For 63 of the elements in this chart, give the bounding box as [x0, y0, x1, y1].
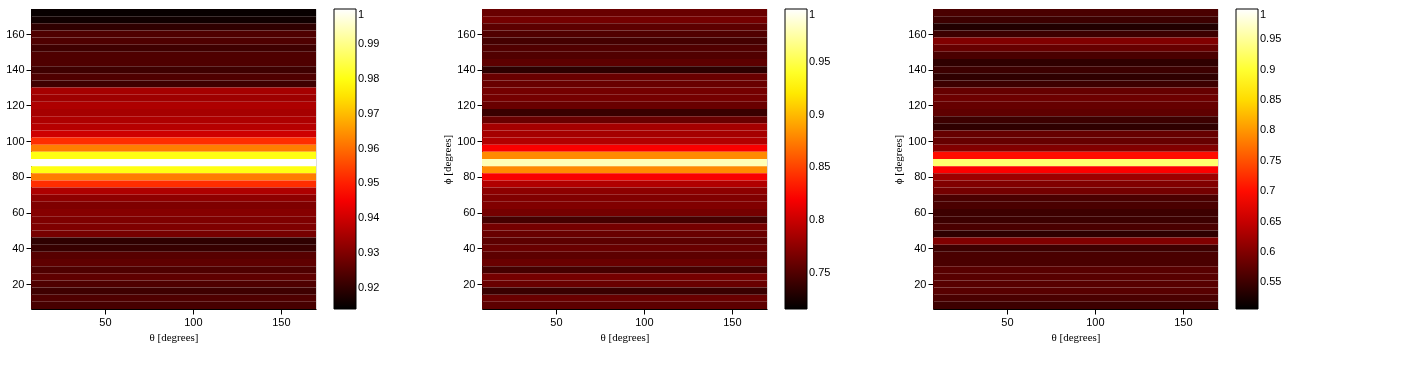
y-tick-label: 40 — [12, 241, 25, 254]
color-bar-label: 1 — [809, 8, 816, 20]
y-tick-label: 60 — [12, 206, 25, 219]
y-tick-label: 160 — [457, 27, 476, 40]
color-bar-label: 1 — [1260, 8, 1267, 20]
y-tick-label: 40 — [914, 241, 927, 254]
color-bar-label: 0.6 — [1260, 244, 1276, 257]
color-bar-label: 0.75 — [809, 266, 831, 279]
x-axis-title: θ [degrees] — [600, 330, 650, 343]
color-bar-label: 0.9 — [1260, 62, 1276, 75]
color-bar-label: 0.95 — [809, 54, 831, 67]
y-tick-label: 80 — [12, 170, 25, 183]
color-bar-label: 0.8 — [1260, 123, 1276, 136]
x-tick-label: 100 — [1086, 315, 1105, 328]
color-bar-label: 0.96 — [358, 141, 380, 154]
color-bar-label: 0.95 — [358, 176, 380, 189]
color-bar-label: 0.65 — [1260, 214, 1282, 227]
x-tick-label: 100 — [184, 315, 203, 328]
y-tick-label: 80 — [463, 170, 476, 183]
y-tick-label: 100 — [6, 134, 25, 147]
color-bar-label: 0.98 — [358, 71, 380, 84]
y-tick-label: 100 — [457, 134, 476, 147]
color-bar-label: 0.99 — [358, 36, 380, 49]
color-bar-label: 1 — [358, 8, 365, 20]
color-bar-label: 0.8 — [809, 213, 825, 226]
x-tick-label: 150 — [1174, 315, 1193, 328]
color-bar-label: 0.7 — [1260, 184, 1276, 197]
color-bar-label: 0.75 — [1260, 153, 1282, 166]
color-bar-label: 0.9 — [809, 107, 825, 120]
y-tick-label: 100 — [908, 134, 927, 147]
y-tick-label: 140 — [6, 63, 25, 76]
x-tick-label: 150 — [272, 315, 291, 328]
color-bar-label: 0.92 — [358, 281, 380, 294]
x-tick-label: 100 — [635, 315, 654, 328]
y-tick-label: 120 — [457, 98, 476, 111]
color-bar-label: 0.55 — [1260, 275, 1282, 288]
x-tick-label: 50 — [550, 315, 563, 328]
color-bar-label: 0.94 — [358, 211, 380, 224]
x-tick-label: 50 — [1001, 315, 1014, 328]
y-tick-label: 160 — [908, 27, 927, 40]
y-tick-label: 140 — [457, 63, 476, 76]
color-bar-label: 0.93 — [358, 246, 380, 259]
y-tick-label: 20 — [914, 277, 927, 290]
x-tick-label: 150 — [723, 315, 742, 328]
y-axis-title: ϕ [degrees] — [892, 134, 905, 185]
y-axis-title: ϕ [degrees] — [441, 134, 454, 185]
y-tick-label: 60 — [463, 206, 476, 219]
x-tick-label: 50 — [99, 315, 112, 328]
y-tick-label: 20 — [12, 277, 25, 290]
y-tick-label: 20 — [463, 277, 476, 290]
y-tick-label: 160 — [6, 27, 25, 40]
x-axis-title: θ [degrees] — [149, 330, 199, 343]
y-tick-label: 140 — [908, 63, 927, 76]
x-axis-title: θ [degrees] — [1051, 330, 1101, 343]
color-bar-label: 0.95 — [1260, 32, 1282, 45]
y-tick-label: 40 — [463, 241, 476, 254]
color-bar-label: 0.85 — [809, 160, 831, 173]
y-tick-label: 80 — [914, 170, 927, 183]
y-tick-label: 120 — [6, 98, 25, 111]
y-tick-label: 60 — [914, 206, 927, 219]
y-tick-label: 120 — [908, 98, 927, 111]
color-bar-label: 0.97 — [358, 106, 380, 119]
color-bar-label: 0.85 — [1260, 93, 1282, 106]
